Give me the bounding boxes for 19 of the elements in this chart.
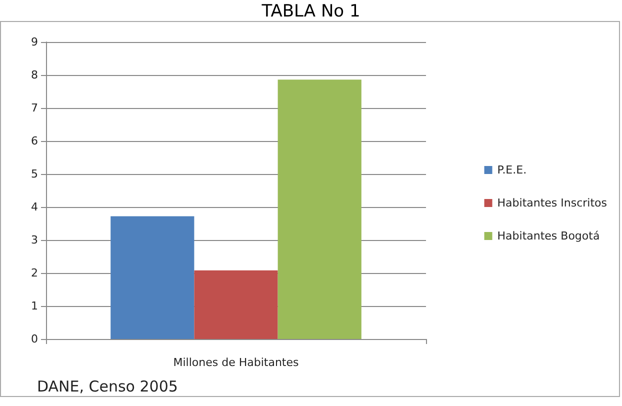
y-tick-label: 1 [31, 300, 38, 312]
legend-label: Habitantes Bogotá [497, 230, 600, 242]
y-tick-label: 9 [31, 36, 38, 48]
y-tick-label: 6 [31, 134, 38, 148]
y-tick-label: 5 [31, 168, 38, 180]
y-tick-label: 8 [31, 68, 38, 82]
legend-label: P.E.E. [497, 164, 527, 176]
legend-label: Habitantes Inscritos [497, 196, 608, 210]
y-tick-label: 0 [31, 332, 38, 346]
bar [194, 270, 278, 339]
y-tick-label: 4 [31, 200, 38, 214]
bar [278, 80, 362, 339]
chart-title: TABLA No 1 [260, 2, 360, 22]
text: DANE, Censo 2005 [37, 378, 178, 396]
y-tick-label: 3 [31, 234, 38, 246]
x-tick-label: Millones de Habitantes [173, 356, 300, 369]
y-tick-label: 2 [31, 266, 38, 280]
y-tick-label: 7 [31, 102, 38, 114]
bar [110, 216, 194, 339]
